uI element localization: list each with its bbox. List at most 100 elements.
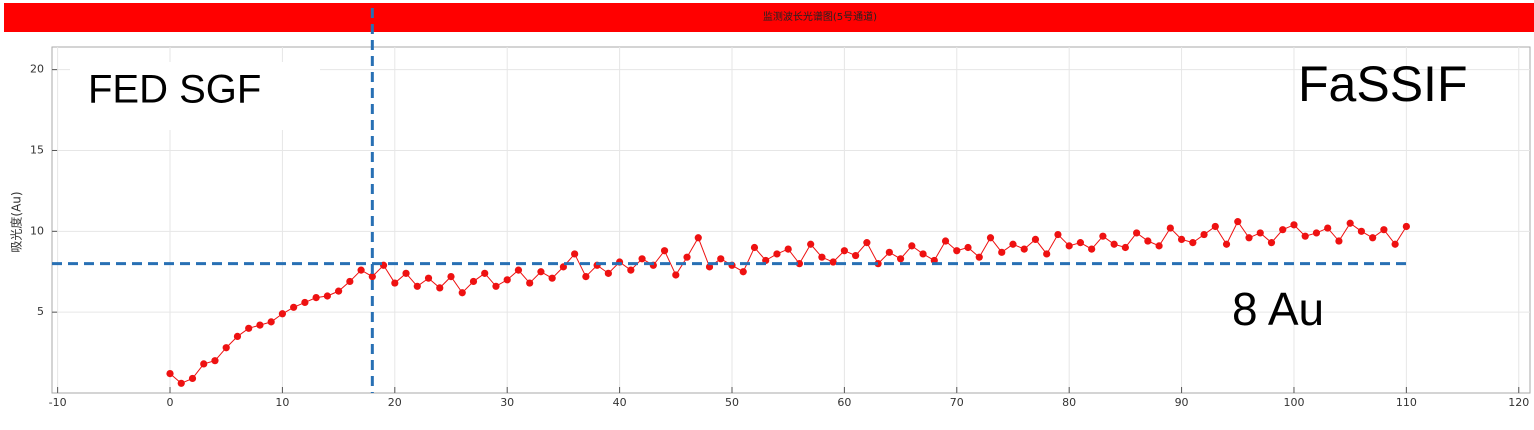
data-point	[323, 292, 331, 300]
data-point	[953, 247, 961, 255]
data-point	[1009, 240, 1017, 248]
data-point	[1312, 229, 1321, 237]
x-tick-label: 70	[950, 396, 964, 409]
data-point	[1279, 226, 1287, 234]
data-point	[481, 269, 489, 277]
x-tick-label: 50	[725, 396, 739, 409]
data-point	[1267, 239, 1276, 247]
y-tick-label: 15	[30, 143, 44, 156]
data-point	[222, 344, 230, 352]
data-point	[1256, 229, 1264, 237]
x-tick-label: 120	[1508, 396, 1529, 409]
data-point	[357, 266, 365, 274]
data-point	[514, 266, 523, 274]
data-point	[964, 243, 972, 252]
data-point	[211, 357, 219, 365]
data-point	[1380, 226, 1388, 234]
x-tick-label: 110	[1396, 396, 1417, 409]
data-point	[503, 276, 511, 284]
data-point	[245, 324, 253, 332]
data-point	[413, 282, 421, 290]
data-point	[1054, 230, 1062, 239]
annotation: FaSSIF	[1298, 56, 1467, 112]
data-point	[548, 274, 556, 282]
x-tick-label: 20	[388, 396, 402, 409]
data-point	[1043, 250, 1051, 258]
data-point	[1031, 235, 1040, 244]
data-point	[290, 303, 298, 311]
data-point	[807, 240, 815, 248]
data-point	[424, 274, 433, 282]
data-point	[998, 248, 1006, 256]
data-point	[1245, 234, 1253, 242]
x-tick-label: 30	[500, 396, 514, 409]
data-point	[1166, 224, 1174, 232]
data-point	[1369, 234, 1377, 242]
data-point	[1346, 219, 1354, 227]
data-point	[1099, 232, 1107, 240]
data-point	[874, 260, 882, 268]
data-point	[402, 269, 410, 277]
data-point	[638, 255, 646, 263]
data-point	[773, 250, 781, 258]
data-point	[1121, 243, 1129, 252]
data-point	[1402, 222, 1410, 231]
data-point	[166, 369, 174, 378]
annotation: 8 Au	[1232, 283, 1324, 335]
title-bar	[4, 3, 1534, 32]
data-point	[1110, 240, 1118, 248]
data-point	[526, 279, 534, 287]
data-point	[1189, 239, 1197, 247]
data-point	[436, 284, 444, 292]
data-point	[1234, 218, 1242, 226]
data-point	[829, 258, 837, 266]
x-tick-label: 80	[1062, 396, 1076, 409]
data-point	[795, 260, 804, 268]
y-tick-label: 10	[30, 224, 44, 237]
data-point	[717, 255, 725, 263]
y-tick-label: 5	[37, 305, 44, 318]
data-point	[784, 245, 792, 253]
data-point	[1391, 240, 1399, 248]
data-point	[1144, 237, 1152, 245]
data-point	[1155, 242, 1163, 250]
data-point	[1324, 224, 1332, 232]
data-point	[660, 247, 669, 255]
data-point	[975, 253, 983, 261]
data-point	[852, 251, 860, 260]
data-point	[1065, 242, 1073, 250]
data-point	[346, 277, 354, 286]
x-tick-label: -10	[49, 396, 67, 409]
data-point	[571, 250, 579, 258]
data-point	[818, 253, 826, 261]
data-point	[469, 277, 478, 286]
data-point	[1290, 221, 1298, 229]
data-point	[335, 287, 343, 295]
data-point	[1211, 222, 1219, 231]
data-point	[750, 243, 759, 252]
data-point	[885, 248, 893, 256]
data-point	[896, 255, 905, 263]
data-point	[739, 268, 747, 276]
data-point	[1133, 229, 1141, 237]
data-point	[604, 269, 612, 277]
data-point	[627, 266, 635, 274]
data-point	[1200, 230, 1208, 239]
chart-title: 监测波长光谱图(5号通道)	[763, 10, 877, 23]
data-point	[177, 379, 185, 387]
data-point	[1088, 245, 1096, 253]
data-point	[919, 250, 927, 258]
y-tick-label: 20	[30, 63, 44, 76]
data-point	[1301, 232, 1309, 240]
data-point	[672, 271, 680, 279]
data-point	[267, 318, 275, 326]
x-tick-label: 10	[275, 396, 289, 409]
data-point	[301, 298, 309, 307]
data-point	[941, 237, 950, 245]
x-tick-label: 40	[613, 396, 627, 409]
data-point	[1357, 227, 1366, 235]
data-point	[312, 294, 320, 302]
data-point	[256, 321, 264, 329]
x-tick-label: 90	[1175, 396, 1189, 409]
